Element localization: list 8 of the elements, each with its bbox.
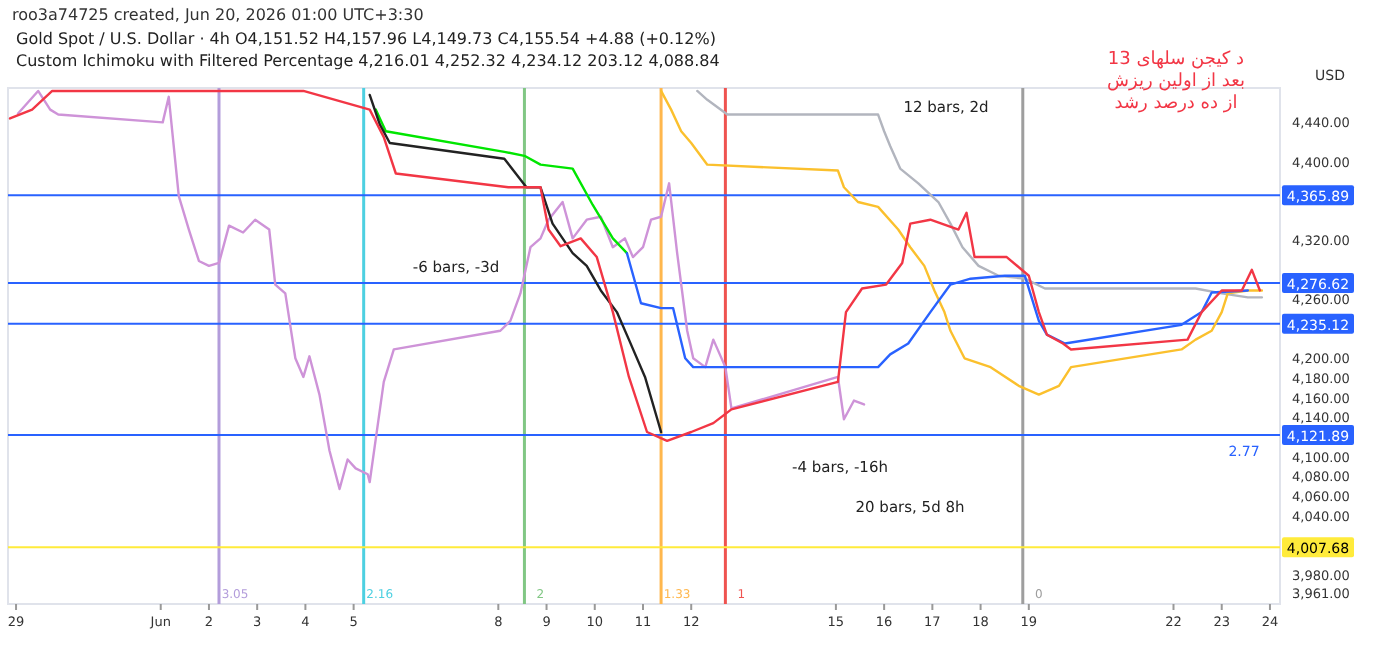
line-series xyxy=(659,89,1264,396)
chart-subtitle: Gold Spot / U.S. Dollar · 4h O4,151.52 H4,157.96 L4,149.73 C4,155.54 +4.88 (+0.12%) Custom Ichimoku with Filtered Percentage 4,216.01 4,252.32 4,234.12 203.12 4,088.84 xyxy=(16,30,720,70)
chart-title: roo3a74725 created, Jun 20, 2026 01:00 UTC+3:30 xyxy=(12,6,424,24)
line-series xyxy=(696,89,1264,299)
line-series xyxy=(374,108,629,255)
line-series xyxy=(368,93,663,434)
annotation: د کیجن سلهای 13 بعد از اولین ریزش از ده درصد رشد xyxy=(1107,50,1245,114)
line-series xyxy=(8,89,1262,443)
